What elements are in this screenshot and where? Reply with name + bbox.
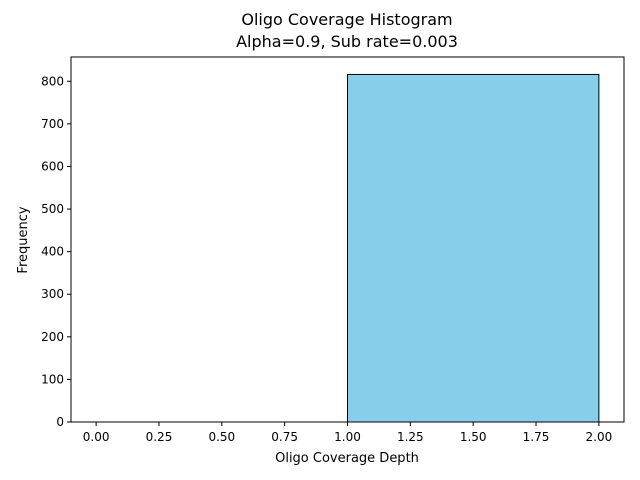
y-tick-label: 0 xyxy=(56,415,64,429)
x-tick-label: 2.00 xyxy=(586,430,613,444)
y-tick-label: 300 xyxy=(41,287,64,301)
x-axis-ticks: 0.00 0.25 0.50 0.75 1.00 1.25 1.50 1.75 2.00 xyxy=(83,422,612,444)
plot-frame xyxy=(70,56,625,423)
x-tick-label: 0.50 xyxy=(208,430,235,444)
x-tick-label: 1.75 xyxy=(523,430,550,444)
x-tick-label: 1.50 xyxy=(460,430,487,444)
chart-subtitle: Alpha=0.9, Sub rate=0.003 xyxy=(236,32,458,51)
x-tick-label: 0.00 xyxy=(83,430,110,444)
x-axis-label: Oligo Coverage Depth xyxy=(275,451,419,466)
y-axis-ticks: 0 100 200 300 400 500 600 700 800 xyxy=(41,74,71,429)
y-tick-label: 700 xyxy=(41,117,64,131)
y-tick-label: 600 xyxy=(41,159,64,173)
y-tick-label: 200 xyxy=(41,330,64,344)
x-tick-label: 1.00 xyxy=(334,430,361,444)
y-tick-label: 400 xyxy=(41,245,64,259)
y-axis-label: Frequency xyxy=(16,206,31,273)
y-tick-label: 100 xyxy=(41,372,64,386)
histogram-bar-1 xyxy=(347,73,600,423)
x-tick-label: 1.25 xyxy=(397,430,424,444)
x-tick-label: 0.75 xyxy=(271,430,298,444)
y-tick-label: 800 xyxy=(41,74,64,88)
x-tick-label: 0.25 xyxy=(146,430,173,444)
chart-title: Oligo Coverage Histogram xyxy=(241,10,452,29)
y-tick-label: 500 xyxy=(41,202,64,216)
bars-group xyxy=(347,73,600,423)
